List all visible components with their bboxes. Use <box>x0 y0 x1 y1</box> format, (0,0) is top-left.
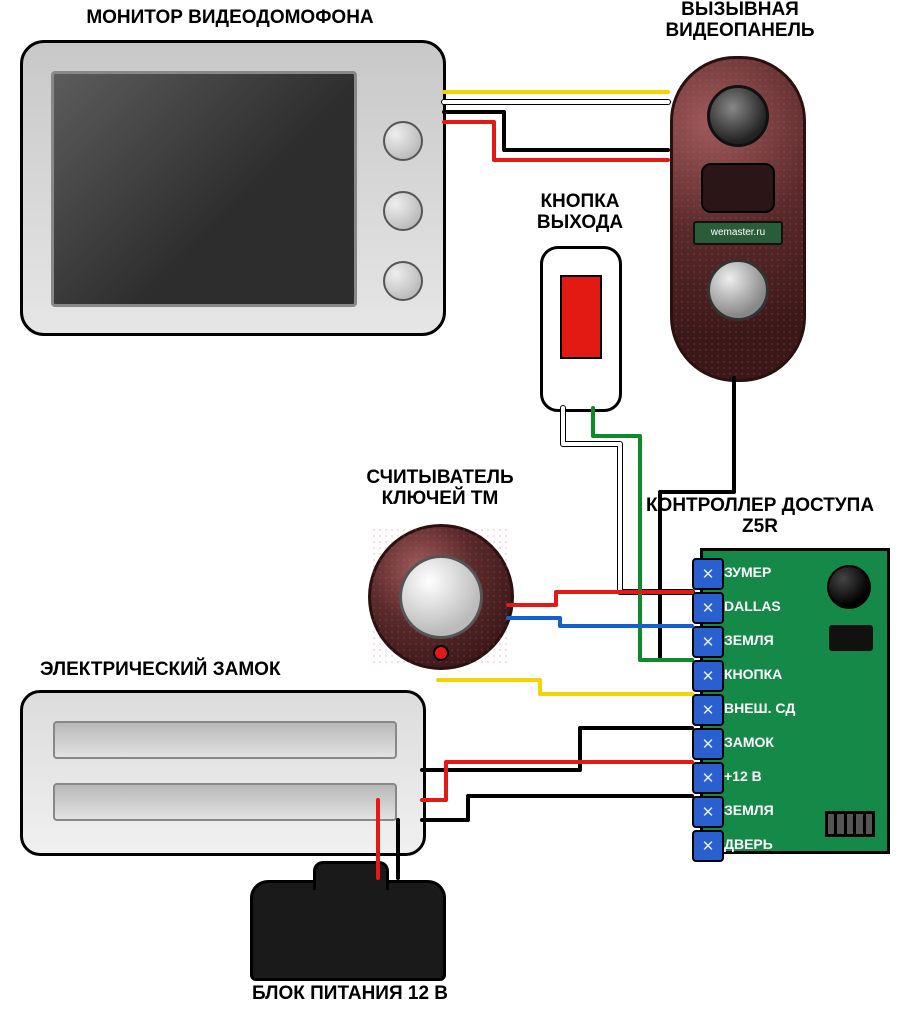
terminal-lock <box>692 728 724 760</box>
terminal-label-plus12: +12 В <box>724 762 762 790</box>
camera-lens-icon <box>707 85 769 147</box>
monitor-body <box>20 40 446 336</box>
monitor-button-3 <box>383 261 423 301</box>
monitor-button-2 <box>383 191 423 231</box>
terminal-label-buzzer: ЗУМЕР <box>724 558 771 586</box>
wire-red <box>444 122 668 160</box>
wiring-diagram: МОНИТОР ВИДЕОДОМОФОНА ВЫЗЫВНАЯ ВИДЕОПАНЕ… <box>0 0 908 1024</box>
terminal-label-lock: ЗАМОК <box>724 728 774 756</box>
terminal-ext_led <box>692 694 724 726</box>
terminal-plus12 <box>692 762 724 794</box>
exit-button-body <box>540 246 622 412</box>
pcb-header-icon <box>825 811 875 837</box>
pcb-chip-icon <box>829 625 873 651</box>
terminal-label-ground2: ЗЕМЛЯ <box>724 796 774 824</box>
pcb-buzzer-icon <box>827 565 871 609</box>
psu-top <box>313 861 389 890</box>
terminal-label-dallas: DALLAS <box>724 592 781 620</box>
label-panel: ВЫЗЫВНАЯ ВИДЕОПАНЕЛЬ <box>610 0 870 42</box>
speaker-grille-icon <box>701 163 775 213</box>
label-controller: КОНТРОЛЛЕР ДОСТУПА Z5R <box>620 496 900 538</box>
terminal-label-ext_led: ВНЕШ. СД <box>724 694 795 722</box>
wire-red <box>508 592 692 605</box>
lock-slot-1 <box>53 721 397 759</box>
label-exit: КНОПКА ВЫХОДА <box>510 192 650 234</box>
key-reader-led-icon <box>433 645 449 661</box>
terminal-ground <box>692 626 724 658</box>
label-reader: СЧИТЫВАТЕЛЬ КЛЮЧЕЙ ТМ <box>350 468 530 510</box>
monitor-button-1 <box>383 121 423 161</box>
terminal-button <box>692 660 724 692</box>
call-button-icon <box>707 259 769 321</box>
key-reader-contact-icon <box>399 555 483 639</box>
terminal-door <box>692 830 724 862</box>
wire-black <box>422 796 692 820</box>
terminal-ground2 <box>692 796 724 828</box>
wire-blue <box>508 618 692 626</box>
lock-slot-2 <box>53 783 397 821</box>
panel-logo: wemaster.ru <box>693 221 783 245</box>
terminal-label-ground: ЗЕМЛЯ <box>724 626 774 654</box>
terminal-label-door: ДВЕРЬ <box>724 830 773 858</box>
label-lock: ЭЛЕКТРИЧЕСКИЙ ЗАМОК <box>40 660 360 681</box>
key-reader-body <box>368 524 514 670</box>
wire-yellow <box>438 680 692 694</box>
lock-body <box>20 690 426 856</box>
label-monitor: МОНИТОР ВИДЕОДОМОФОНА <box>80 8 380 29</box>
label-psu: БЛОК ПИТАНИЯ 12 В <box>210 984 490 1005</box>
monitor-screen <box>51 71 357 307</box>
wire-black <box>422 728 692 770</box>
terminal-buzzer <box>692 558 724 590</box>
exit-button-red <box>560 275 602 359</box>
terminal-label-button: КНОПКА <box>724 660 782 688</box>
psu-body <box>250 880 446 981</box>
terminal-dallas <box>692 592 724 624</box>
call-panel-body: wemaster.ru <box>670 56 806 382</box>
wire-black <box>444 112 668 150</box>
wire-red <box>422 762 692 800</box>
